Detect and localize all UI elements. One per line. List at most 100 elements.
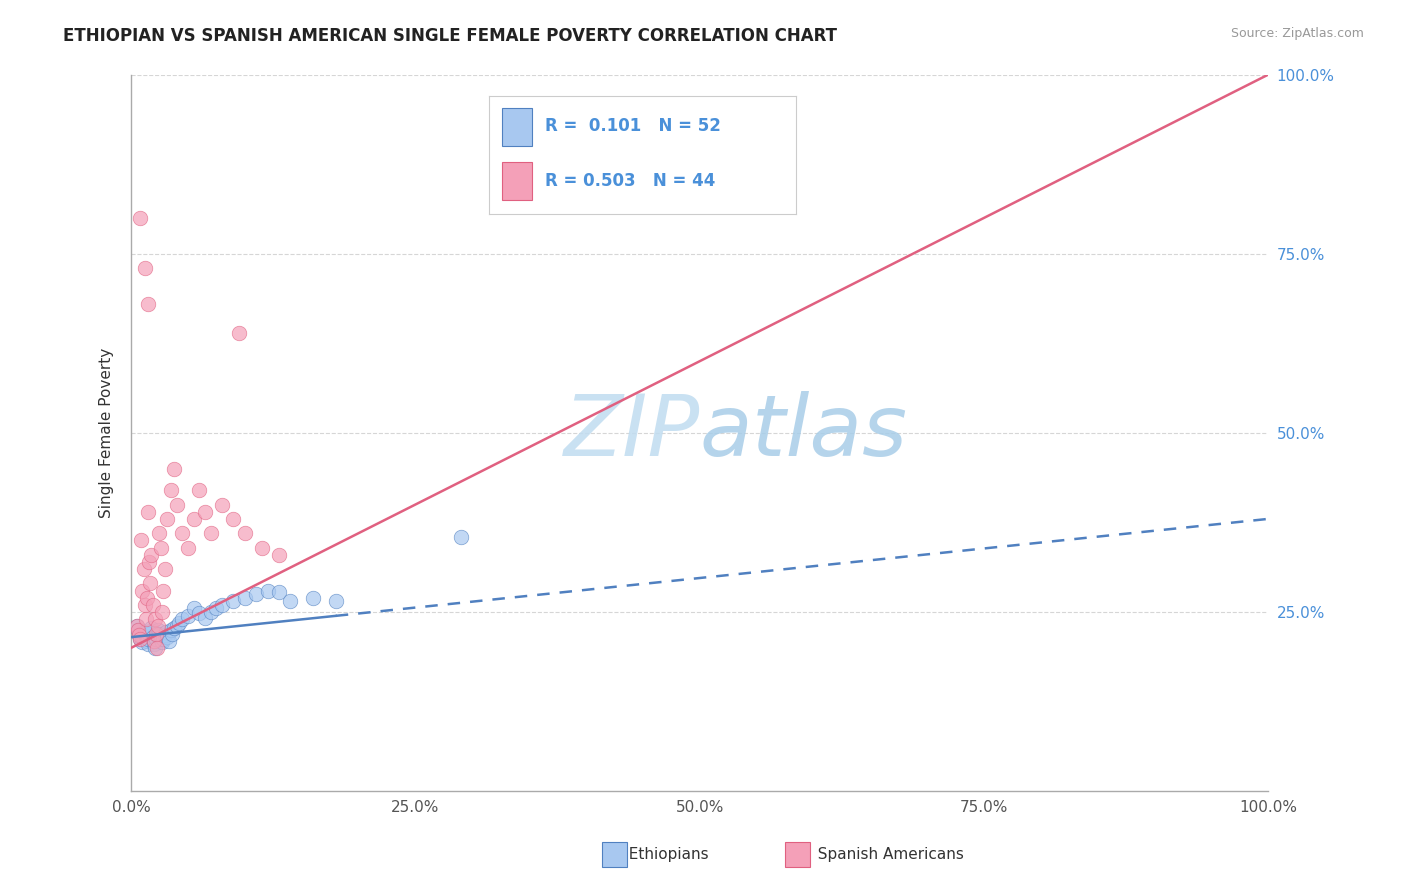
Point — [450, 530, 472, 544]
Point — [194, 505, 217, 519]
Point — [222, 594, 245, 608]
Point — [136, 632, 159, 646]
Point — [245, 587, 267, 601]
Point — [129, 632, 152, 647]
Point — [302, 591, 325, 605]
FancyBboxPatch shape — [785, 842, 810, 867]
Point — [167, 615, 190, 630]
Text: Source: ZipAtlas.com: Source: ZipAtlas.com — [1230, 27, 1364, 40]
Point — [205, 601, 228, 615]
Point — [142, 633, 165, 648]
Point — [194, 611, 217, 625]
Point — [148, 626, 170, 640]
Point — [177, 541, 200, 555]
Point — [160, 483, 183, 498]
Point — [142, 637, 165, 651]
Point — [155, 625, 177, 640]
Point — [228, 326, 250, 340]
Point — [148, 623, 170, 637]
Point — [183, 512, 205, 526]
Point — [188, 607, 211, 621]
Point — [250, 541, 273, 555]
Point — [233, 526, 256, 541]
Point — [138, 555, 160, 569]
Point — [188, 483, 211, 498]
Point — [127, 623, 149, 637]
Point — [177, 608, 200, 623]
Point — [128, 628, 150, 642]
Point — [149, 630, 172, 644]
Point — [150, 635, 173, 649]
Point — [163, 461, 186, 475]
FancyBboxPatch shape — [602, 842, 627, 867]
Point — [131, 630, 153, 644]
Point — [153, 628, 176, 642]
Point — [148, 526, 170, 541]
Point — [134, 260, 156, 275]
Point — [172, 612, 194, 626]
Point — [160, 626, 183, 640]
Text: ZIP: ZIP — [564, 392, 700, 475]
Point — [149, 541, 172, 555]
Point — [163, 621, 186, 635]
Point — [145, 626, 167, 640]
Point — [136, 505, 159, 519]
Point — [211, 498, 233, 512]
Point — [143, 612, 166, 626]
Point — [156, 630, 179, 644]
Point — [166, 498, 188, 512]
Point — [256, 583, 278, 598]
Point — [325, 594, 347, 608]
Point — [152, 632, 174, 647]
Point — [200, 526, 222, 541]
Point — [148, 619, 170, 633]
Point — [129, 533, 152, 548]
Point — [222, 512, 245, 526]
Point — [141, 548, 163, 562]
Point — [128, 628, 150, 642]
Point — [129, 211, 152, 225]
Point — [125, 619, 148, 633]
Point — [134, 598, 156, 612]
Point — [143, 640, 166, 655]
Point — [136, 297, 159, 311]
Point — [138, 627, 160, 641]
Point — [146, 628, 169, 642]
Text: ETHIOPIAN VS SPANISH AMERICAN SINGLE FEMALE POVERTY CORRELATION CHART: ETHIOPIAN VS SPANISH AMERICAN SINGLE FEM… — [63, 27, 837, 45]
Point — [142, 598, 165, 612]
Point — [127, 623, 149, 637]
Point — [145, 632, 167, 647]
Point — [160, 623, 183, 637]
Point — [131, 583, 153, 598]
Point — [200, 605, 222, 619]
Point — [129, 632, 152, 647]
Point — [172, 526, 194, 541]
Point — [136, 637, 159, 651]
Point — [125, 619, 148, 633]
Point — [166, 619, 188, 633]
Text: Spanish Americans: Spanish Americans — [808, 847, 965, 862]
Point — [152, 583, 174, 598]
Point — [142, 633, 165, 648]
Text: Ethiopians: Ethiopians — [619, 847, 709, 862]
Point — [150, 605, 173, 619]
Point — [211, 598, 233, 612]
Point — [142, 630, 165, 644]
Point — [156, 512, 179, 526]
Point — [135, 629, 157, 643]
Point — [135, 612, 157, 626]
Point — [267, 548, 290, 562]
Point — [278, 594, 301, 608]
Point — [267, 585, 290, 599]
Point — [153, 562, 176, 576]
Point — [141, 621, 163, 635]
Point — [139, 576, 162, 591]
Point — [183, 601, 205, 615]
Y-axis label: Single Female Poverty: Single Female Poverty — [100, 348, 114, 518]
Point — [136, 591, 159, 605]
Point — [233, 591, 256, 605]
Point — [131, 635, 153, 649]
Point — [134, 625, 156, 640]
Point — [129, 626, 152, 640]
Point — [157, 633, 180, 648]
